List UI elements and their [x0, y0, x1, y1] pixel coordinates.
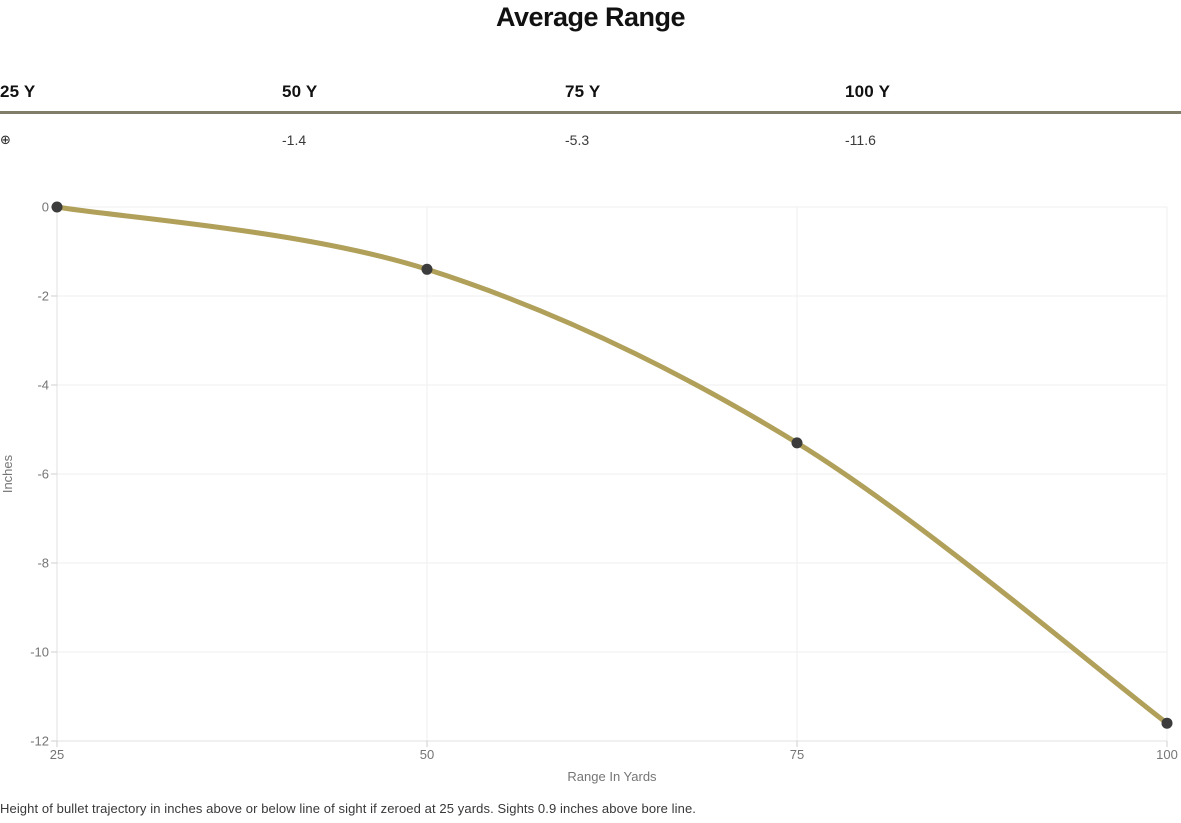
- drop-value-50y: -1.4: [282, 132, 307, 148]
- y-tick-label: -10: [30, 645, 49, 660]
- zero-target-icon: ⊕: [0, 132, 11, 147]
- data-point[interactable]: [1161, 717, 1173, 729]
- y-tick-label: -4: [37, 378, 49, 393]
- y-tick-label: -2: [37, 289, 49, 304]
- chart-caption: Height of bullet trajectory in inches ab…: [0, 801, 697, 816]
- x-tick-label: 50: [420, 747, 434, 762]
- table-value-row: ⊕ -1.4 -5.3 -11.6: [0, 114, 1181, 150]
- data-point[interactable]: [421, 263, 433, 275]
- trajectory-line: [54, 204, 1170, 726]
- column-header-50y: 50 Y: [282, 82, 318, 101]
- x-axis-title: Range In Yards: [567, 769, 657, 784]
- column-header-25y: 25 Y: [0, 82, 36, 101]
- table-header-row: 25 Y 50 Y 75 Y 100 Y: [0, 82, 1181, 111]
- y-tick-label: -12: [30, 734, 49, 749]
- y-tick-label: -6: [37, 467, 49, 482]
- x-tick-label: 75: [790, 747, 804, 762]
- table-divider: [0, 111, 1181, 114]
- range-table: 25 Y 50 Y 75 Y 100 Y ⊕ -1.4 -5.3 -11.6: [0, 82, 1181, 150]
- data-point[interactable]: [791, 437, 803, 449]
- drop-value-75y: -5.3: [565, 132, 590, 148]
- column-header-75y: 75 Y: [565, 82, 601, 101]
- column-header-100y: 100 Y: [845, 82, 891, 101]
- y-axis-title: Inches: [0, 454, 15, 493]
- trajectory-chart: 0 -2 -4 -6 -8 -10 -12 25 50 75 100 Range In Yards In…: [0, 192, 1181, 792]
- x-tick-label: 100: [1156, 747, 1178, 762]
- page-title: Average Range: [495, 2, 686, 32]
- y-tick-label: 0: [42, 200, 49, 215]
- x-tick-label: 25: [50, 747, 64, 762]
- drop-value-100y: -11.6: [845, 132, 876, 148]
- data-point[interactable]: [51, 201, 63, 213]
- y-tick-label: -8: [37, 556, 49, 571]
